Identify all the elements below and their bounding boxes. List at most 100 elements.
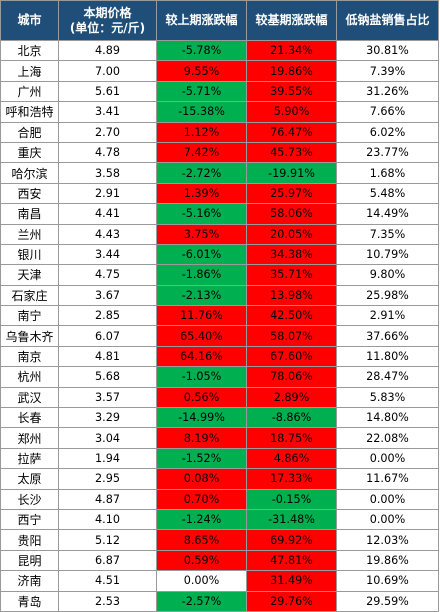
low-sodium-share-cell: 37.66% xyxy=(336,325,439,347)
price-cell: 4.75 xyxy=(58,264,157,286)
yoy-change-cell: 58.06% xyxy=(246,203,337,225)
yoy-change-cell: 31.49% xyxy=(246,570,337,592)
low-sodium-share-cell: 1.68% xyxy=(336,162,439,184)
yoy-change-cell: 35.71% xyxy=(246,264,337,286)
table-row: 北京 4.89 -5.78% 21.34% 30.81% xyxy=(0,39,439,62)
yoy-change-cell: 13.98% xyxy=(246,284,337,307)
mom-change-cell: -2.57% xyxy=(156,590,247,612)
table-row: 上海 7.00 9.55% 19.86% 7.39% xyxy=(0,60,439,82)
mom-change-cell: -5.71% xyxy=(156,80,247,103)
city-cell: 西宁 xyxy=(0,508,59,531)
low-sodium-share-cell: 0.00% xyxy=(336,488,439,510)
city-cell: 呼和浩特 xyxy=(0,101,59,123)
mom-change-cell: -2.72% xyxy=(156,162,247,184)
yoy-change-cell: 18.75% xyxy=(246,427,337,449)
mom-change-cell: 7.42% xyxy=(156,141,247,164)
price-cell: 4.81 xyxy=(58,345,157,368)
yoy-change-cell: 78.06% xyxy=(246,366,337,388)
mom-change-cell: -6.01% xyxy=(156,243,247,266)
low-sodium-share-cell: 25.98% xyxy=(336,284,439,307)
table-row: 南宁 2.85 11.76% 42.50% 2.91% xyxy=(0,305,439,327)
city-cell: 天津 xyxy=(0,264,59,286)
price-cell: 3.44 xyxy=(58,243,157,266)
price-cell: 4.41 xyxy=(58,203,157,225)
mom-change-cell: -5.78% xyxy=(156,39,247,62)
table-row: 长春 3.29 -14.99% -8.86% 14.80% xyxy=(0,407,439,429)
low-sodium-share-cell: 22.08% xyxy=(336,427,439,449)
yoy-change-cell: 67.60% xyxy=(246,345,337,368)
table-row: 青岛 2.53 -2.57% 29.76% 29.59% xyxy=(0,590,439,612)
mom-change-cell: 9.55% xyxy=(156,60,247,82)
price-cell: 5.12 xyxy=(58,529,157,551)
mom-change-cell: -14.99% xyxy=(156,407,247,429)
low-sodium-share-cell: 5.83% xyxy=(336,386,439,409)
table-body: 北京 4.89 -5.78% 21.34% 30.81% 上海 7.00 9.55% 19.86… xyxy=(0,39,439,612)
mom-change-cell: -15.38% xyxy=(156,101,247,123)
low-sodium-share-cell: 14.80% xyxy=(336,407,439,429)
low-sodium-share-cell: 19.86% xyxy=(336,549,439,572)
city-cell: 杭州 xyxy=(0,366,59,388)
yoy-change-cell: -8.86% xyxy=(246,407,337,429)
table-row: 济南 4.51 0.00% 31.49% 10.69% xyxy=(0,570,439,592)
table-row: 长沙 4.87 0.70% -0.15% 0.00% xyxy=(0,488,439,510)
yoy-change-cell: 5.90% xyxy=(246,101,337,123)
table-row: 呼和浩特 3.41 -15.38% 5.90% 7.66% xyxy=(0,101,439,123)
price-cell: 3.57 xyxy=(58,386,157,409)
mom-change-cell: 1.12% xyxy=(156,121,247,143)
table-row: 武汉 3.57 0.56% 2.89% 5.83% xyxy=(0,386,439,409)
low-sodium-share-cell: 2.91% xyxy=(336,305,439,327)
price-cell: 1.94 xyxy=(58,447,157,470)
price-cell: 3.29 xyxy=(58,407,157,429)
mom-change-cell: 64.16% xyxy=(156,345,247,368)
city-cell: 西安 xyxy=(0,182,59,205)
yoy-change-cell: 29.76% xyxy=(246,590,337,612)
mom-change-cell: 0.08% xyxy=(156,468,247,490)
header-yoy-change: 较基期涨跌幅 xyxy=(246,0,337,41)
price-cell: 4.89 xyxy=(58,39,157,62)
price-cell: 4.78 xyxy=(58,141,157,164)
price-cell: 3.41 xyxy=(58,101,157,123)
price-cell: 3.04 xyxy=(58,427,157,449)
mom-change-cell: 65.40% xyxy=(156,325,247,347)
low-sodium-share-cell: 6.02% xyxy=(336,121,439,143)
header-mom-change: 较上期涨跌幅 xyxy=(156,0,247,41)
table-row: 杭州 5.68 -1.05% 78.06% 28.47% xyxy=(0,366,439,388)
low-sodium-share-cell: 7.66% xyxy=(336,101,439,123)
city-cell: 长春 xyxy=(0,407,59,429)
table-row: 西宁 4.10 -1.24% -31.48% 0.00% xyxy=(0,508,439,531)
yoy-change-cell: 19.86% xyxy=(246,60,337,82)
price-cell: 4.87 xyxy=(58,488,157,510)
low-sodium-share-cell: 11.67% xyxy=(336,468,439,490)
city-cell: 广州 xyxy=(0,80,59,103)
mom-change-cell: 0.70% xyxy=(156,488,247,510)
low-sodium-share-cell: 10.79% xyxy=(336,243,439,266)
city-cell: 上海 xyxy=(0,60,59,82)
city-cell: 乌鲁木齐 xyxy=(0,325,59,347)
price-cell: 2.95 xyxy=(58,468,157,490)
table-row: 太原 2.95 0.08% 17.33% 11.67% xyxy=(0,468,439,490)
price-cell: 7.00 xyxy=(58,60,157,82)
price-cell: 6.07 xyxy=(58,325,157,347)
table-row: 南昌 4.41 -5.16% 58.06% 14.49% xyxy=(0,203,439,225)
city-cell: 南昌 xyxy=(0,203,59,225)
yoy-change-cell: 42.50% xyxy=(246,305,337,327)
table-row: 昆明 6.87 0.59% 47.81% 19.86% xyxy=(0,549,439,572)
yoy-change-cell: 39.55% xyxy=(246,80,337,103)
low-sodium-share-cell: 14.49% xyxy=(336,203,439,225)
low-sodium-share-cell: 23.77% xyxy=(336,141,439,164)
yoy-change-cell: 25.97% xyxy=(246,182,337,205)
low-sodium-share-cell: 29.59% xyxy=(336,590,439,612)
table-row: 天津 4.75 -1.86% 35.71% 9.80% xyxy=(0,264,439,286)
mom-change-cell: -1.52% xyxy=(156,447,247,470)
header-price-line2: (单位：元/斤) xyxy=(69,20,146,35)
low-sodium-share-cell: 7.39% xyxy=(336,60,439,82)
table-row: 南京 4.81 64.16% 67.60% 11.80% xyxy=(0,345,439,368)
low-sodium-share-cell: 10.69% xyxy=(336,570,439,592)
yoy-change-cell: 47.81% xyxy=(246,549,337,572)
mom-change-cell: 11.76% xyxy=(156,305,247,327)
city-cell: 青岛 xyxy=(0,590,59,612)
low-sodium-share-cell: 30.81% xyxy=(336,39,439,62)
table-row: 拉萨 1.94 -1.52% 4.86% 0.00% xyxy=(0,447,439,470)
low-sodium-share-cell: 11.80% xyxy=(336,345,439,368)
table-row: 重庆 4.78 7.42% 45.73% 23.77% xyxy=(0,141,439,164)
